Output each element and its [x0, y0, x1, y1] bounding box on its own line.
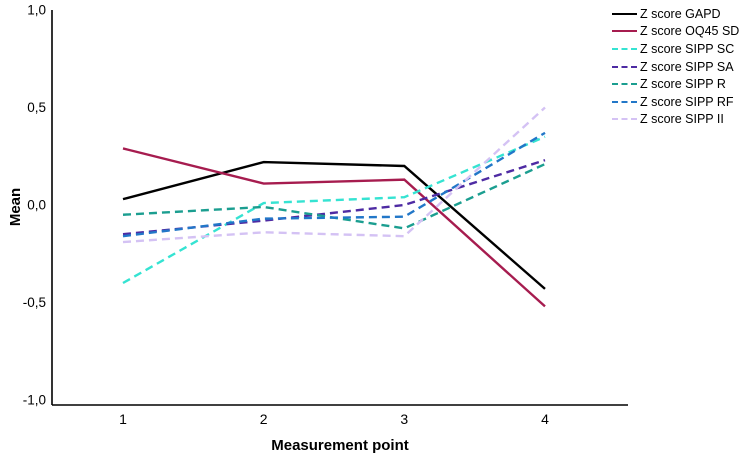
x-tick-label: 4 [541, 411, 549, 427]
line-series [122, 106, 546, 244]
y-tick-label: -0,5 [23, 295, 46, 310]
line-series [122, 159, 546, 236]
line-series [122, 160, 546, 290]
y-tick-label: 0,0 [27, 198, 46, 213]
line-series [122, 135, 546, 285]
legend-line-swatch [612, 30, 637, 33]
legend-line-swatch [612, 118, 637, 121]
y-tick-label: -1,0 [23, 393, 46, 408]
legend-line-swatch [612, 83, 637, 86]
x-axis-label: Measurement point [271, 437, 409, 454]
legend-item: Z score GAPD [612, 5, 746, 23]
x-tick-label: 1 [119, 411, 127, 427]
legend-line-swatch [612, 65, 637, 68]
legend-item: Z score SIPP II [612, 111, 746, 129]
legend-item: Z score OQ45 SD [612, 23, 746, 41]
legend-label: Z score OQ45 SD [640, 24, 740, 39]
y-axis-label: Mean [7, 188, 24, 226]
x-tick-label: 2 [260, 411, 268, 427]
legend-label: Z score SIPP II [640, 112, 724, 127]
legend-item: Z score SIPP SA [612, 58, 746, 76]
legend-line-swatch [612, 12, 637, 15]
legend-line-swatch [612, 47, 637, 50]
legend-label: Z score SIPP SC [640, 41, 735, 56]
legend-item: Z score SIPP SC [612, 40, 746, 58]
x-tick-label: 3 [400, 411, 408, 427]
legend-label: Z score GAPD [640, 6, 721, 21]
x-axis-tick-labels: 1 2 3 4 [119, 411, 549, 427]
legend: Z score GAPD Z score OQ45 SD Z score SIPP … [612, 5, 746, 128]
legend-item: Z score SIPP RF [612, 93, 746, 111]
line-series [122, 131, 546, 238]
legend-label: Z score SIPP R [640, 77, 726, 92]
y-axis-tick-labels: 1,0 0,5 0,0 -0,5 -1,0 [23, 3, 46, 408]
line-series-group [122, 106, 546, 308]
legend-label: Z score SIPP RF [640, 94, 734, 109]
y-tick-label: 1,0 [27, 3, 46, 18]
legend-item: Z score SIPP R [612, 75, 746, 93]
legend-label: Z score SIPP SA [640, 59, 734, 74]
line-series [122, 147, 546, 308]
axes [51, 10, 628, 406]
legend-line-swatch [612, 100, 637, 103]
y-tick-label: 0,5 [27, 100, 46, 115]
